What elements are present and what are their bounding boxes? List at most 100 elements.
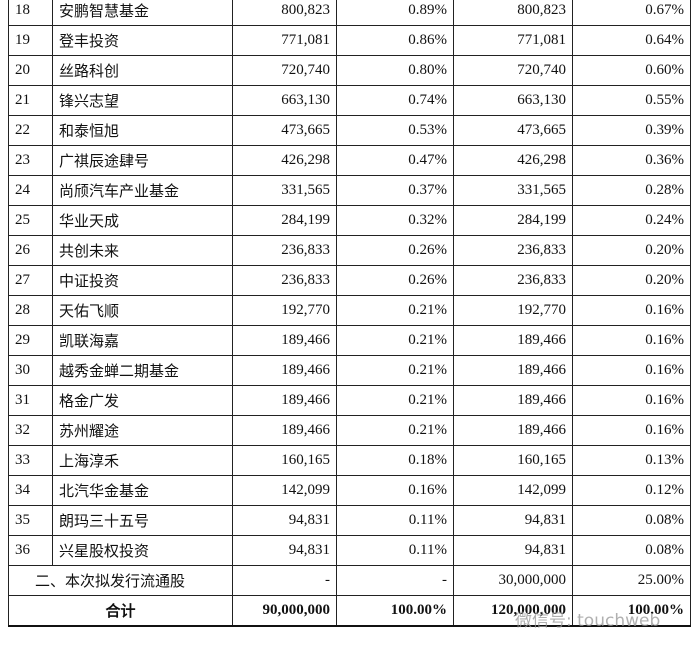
table-cell: 0.26% <box>336 265 454 296</box>
table-cell: 189,466 <box>232 325 337 356</box>
table-cell: 142,099 <box>453 475 573 506</box>
table-cell: 189,466 <box>232 385 337 416</box>
table-cell: 0.32% <box>336 205 454 236</box>
table-cell: 0.47% <box>336 145 454 176</box>
table-cell: 94,831 <box>232 505 337 536</box>
table-cell: 0.21% <box>336 385 454 416</box>
table-cell: 上海淳禾 <box>52 445 233 476</box>
table-cell: 25 <box>8 205 53 236</box>
table-cell: 663,130 <box>232 85 337 116</box>
table-cell: 800,823 <box>453 0 573 26</box>
table-cell: 0.12% <box>572 475 691 506</box>
table-cell: 30,000,000 <box>453 565 573 596</box>
table-cell: 25.00% <box>572 565 691 596</box>
table-cell: 236,833 <box>453 235 573 266</box>
table-cell: 二、本次拟发行流通股 <box>8 565 233 596</box>
table-cell: 苏州耀途 <box>52 415 233 446</box>
table-cell: 0.08% <box>572 535 691 566</box>
table-cell: 192,770 <box>453 295 573 326</box>
table-cell: 北汽华金基金 <box>52 475 233 506</box>
table-row: 29 凯联海嘉 189,466 0.21% 189,466 0.16% <box>8 325 691 356</box>
shareholder-table: 18 安鹏智慧基金 800,823 0.89% 800,823 0.67% 19 登丰投资 77… <box>8 0 691 627</box>
table-cell: 广祺辰途肆号 <box>52 145 233 176</box>
table-cell: 100.00% <box>336 595 454 627</box>
table-cell: 663,130 <box>453 85 573 116</box>
table-cell: 0.39% <box>572 115 691 146</box>
table-cell: 90,000,000 <box>232 595 337 627</box>
table-cell: 0.08% <box>572 505 691 536</box>
table-cell: 0.21% <box>336 295 454 326</box>
table-cell: 0.16% <box>572 385 691 416</box>
table-cell: 142,099 <box>232 475 337 506</box>
table-cell: 0.26% <box>336 235 454 266</box>
table-cell: 26 <box>8 235 53 266</box>
table-row: 33 上海淳禾 160,165 0.18% 160,165 0.13% <box>8 445 691 476</box>
table-cell: 189,466 <box>453 325 573 356</box>
table-cell: 0.67% <box>572 0 691 26</box>
table-cell: 0.55% <box>572 85 691 116</box>
table-cell: 426,298 <box>453 145 573 176</box>
table-cell: 24 <box>8 175 53 206</box>
table-row: 22 和泰恒旭 473,665 0.53% 473,665 0.39% <box>8 115 691 146</box>
table-row: 32 苏州耀途 189,466 0.21% 189,466 0.16% <box>8 415 691 446</box>
table-cell: 0.24% <box>572 205 691 236</box>
table-cell: 331,565 <box>453 175 573 206</box>
table-cell: 189,466 <box>232 415 337 446</box>
table-cell: 331,565 <box>232 175 337 206</box>
table-cell: 94,831 <box>453 535 573 566</box>
table-cell: 27 <box>8 265 53 296</box>
table-cell: 0.74% <box>336 85 454 116</box>
table-cell: 192,770 <box>232 295 337 326</box>
table-cell: 32 <box>8 415 53 446</box>
table-cell: 凯联海嘉 <box>52 325 233 356</box>
table-row: 23 广祺辰途肆号 426,298 0.47% 426,298 0.36% <box>8 145 691 176</box>
table-cell: 0.16% <box>572 415 691 446</box>
table-cell: 越秀金蝉二期基金 <box>52 355 233 386</box>
table-cell: 30 <box>8 355 53 386</box>
table-cell: 0.86% <box>336 25 454 56</box>
table-row: 27 中证投资 236,833 0.26% 236,833 0.20% <box>8 265 691 296</box>
table-cell: - <box>336 565 454 596</box>
table-cell: 236,833 <box>232 235 337 266</box>
table-cell: 20 <box>8 55 53 86</box>
table-cell: 160,165 <box>232 445 337 476</box>
table-cell: 华业天成 <box>52 205 233 236</box>
table-cell: 合计 <box>8 595 233 627</box>
table-row: 30 越秀金蝉二期基金 189,466 0.21% 189,466 0.16% <box>8 355 691 386</box>
table-row: 28 天佑飞顺 192,770 0.21% 192,770 0.16% <box>8 295 691 326</box>
table-cell: 34 <box>8 475 53 506</box>
table-cell: 100.00% <box>572 595 691 627</box>
table-cell: 0.11% <box>336 535 454 566</box>
table-cell: 0.37% <box>336 175 454 206</box>
table-cell: 120,000,000 <box>453 595 573 627</box>
table-cell: 94,831 <box>232 535 337 566</box>
table-cell: 284,199 <box>232 205 337 236</box>
table-cell: 0.60% <box>572 55 691 86</box>
table-cell: 0.36% <box>572 145 691 176</box>
table-cell: 格金广发 <box>52 385 233 416</box>
table-cell: 22 <box>8 115 53 146</box>
table-row: 24 尚颀汽车产业基金 331,565 0.37% 331,565 0.28% <box>8 175 691 206</box>
table-cell: 21 <box>8 85 53 116</box>
table-cell: 0.28% <box>572 175 691 206</box>
table-cell: 中证投资 <box>52 265 233 296</box>
table-cell: 189,466 <box>453 415 573 446</box>
table-cell: 安鹏智慧基金 <box>52 0 233 26</box>
table-cell: 720,740 <box>232 55 337 86</box>
table-cell: 0.64% <box>572 25 691 56</box>
table-cell: 锋兴志望 <box>52 85 233 116</box>
table-cell: 18 <box>8 0 53 26</box>
table-cell: 0.16% <box>572 325 691 356</box>
table-cell: 0.21% <box>336 415 454 446</box>
table-cell: 189,466 <box>453 385 573 416</box>
table-cell: 朗玛三十五号 <box>52 505 233 536</box>
table-cell: 共创未来 <box>52 235 233 266</box>
table-cell: 473,665 <box>453 115 573 146</box>
table-row: 19 登丰投资 771,081 0.86% 771,081 0.64% <box>8 25 691 56</box>
table-cell: 天佑飞顺 <box>52 295 233 326</box>
table-cell: 720,740 <box>453 55 573 86</box>
table-row: 18 安鹏智慧基金 800,823 0.89% 800,823 0.67% <box>8 0 691 26</box>
table-cell: 0.18% <box>336 445 454 476</box>
table-row: 25 华业天成 284,199 0.32% 284,199 0.24% <box>8 205 691 236</box>
